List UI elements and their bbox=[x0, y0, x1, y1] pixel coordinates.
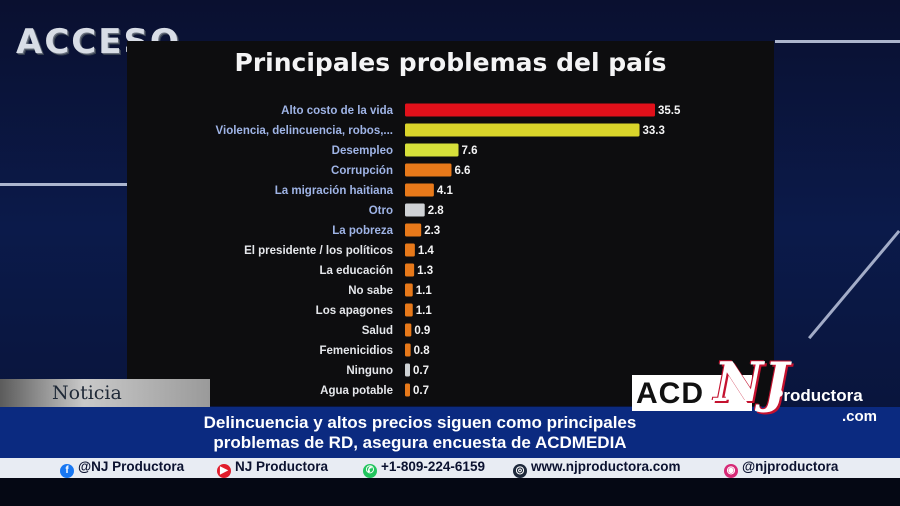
category-label: Los apagones bbox=[316, 305, 393, 317]
acd-logo-text: ACD bbox=[636, 377, 704, 410]
value-label: 0.8 bbox=[414, 345, 431, 357]
headline-bar: Delincuencia y altos precios siguen como… bbox=[0, 407, 900, 458]
value-label: 0.7 bbox=[413, 385, 429, 397]
bar bbox=[405, 223, 422, 237]
value-label: 1.1 bbox=[416, 285, 433, 297]
value-label: 1.3 bbox=[417, 265, 433, 277]
bar bbox=[405, 123, 640, 137]
nj-logo-mark: NJ bbox=[714, 350, 789, 414]
category-label: Violencia, delincuencia, robos,... bbox=[216, 125, 393, 137]
bar bbox=[405, 343, 411, 357]
value-label: 4.1 bbox=[437, 185, 454, 197]
chart-panel: Principales problemas del país Alto cost… bbox=[127, 41, 774, 406]
instagram-icon: ◉ bbox=[724, 464, 738, 478]
bar bbox=[405, 243, 415, 257]
category-label: Ninguno bbox=[346, 365, 393, 377]
social-text: @njproductora bbox=[742, 459, 839, 474]
value-label: 33.3 bbox=[643, 125, 665, 137]
value-label: 0.9 bbox=[414, 325, 430, 337]
bar bbox=[405, 283, 413, 297]
value-label: 0.7 bbox=[413, 365, 429, 377]
bar bbox=[405, 183, 434, 197]
bar bbox=[405, 303, 413, 317]
category-label: La pobreza bbox=[332, 225, 393, 237]
value-label: 1.1 bbox=[416, 305, 433, 317]
bar bbox=[405, 103, 655, 117]
headline-line-1: Delincuencia y altos precios siguen como… bbox=[203, 413, 637, 432]
bar bbox=[405, 143, 459, 157]
chart-title: Principales problemas del país bbox=[234, 48, 667, 77]
social-item: f @NJ Productora bbox=[60, 459, 184, 478]
section-tag: Noticia Nacional bbox=[0, 379, 210, 426]
headline-text: Delincuencia y altos precios siguen como… bbox=[150, 413, 690, 453]
social-text: +1-809-224-6159 bbox=[381, 459, 485, 474]
acd-logo-box: ACD bbox=[632, 375, 752, 411]
productora-text: Productora bbox=[772, 386, 863, 405]
nj-productora-logo: ACD NJ Productora .com bbox=[632, 350, 897, 426]
bar bbox=[405, 203, 425, 217]
globe-icon: ◎ bbox=[513, 464, 527, 478]
social-item: ◎ www.njproductora.com bbox=[513, 459, 681, 478]
youtube-icon: ▶ bbox=[217, 464, 231, 478]
category-label: Femenicidios bbox=[320, 345, 394, 357]
value-label: 2.3 bbox=[424, 225, 440, 237]
social-item: ▶ NJ Productora bbox=[217, 459, 328, 478]
value-label: 7.6 bbox=[462, 145, 478, 157]
value-label: 35.5 bbox=[658, 105, 681, 117]
category-label: Agua potable bbox=[320, 385, 393, 397]
whatsapp-icon: ✆ bbox=[363, 464, 377, 478]
category-label: Corrupción bbox=[331, 165, 393, 177]
bar bbox=[405, 363, 410, 377]
category-label: La educación bbox=[320, 265, 394, 277]
social-item: ✆ +1-809-224-6159 bbox=[363, 459, 485, 478]
bar-chart: Alto costo de la vida 35.5 Violencia, deli… bbox=[216, 103, 681, 397]
bar bbox=[405, 163, 452, 177]
domain-text: .com bbox=[842, 408, 878, 425]
category-label: Salud bbox=[362, 325, 393, 337]
category-label: No sabe bbox=[348, 285, 393, 297]
category-label: El presidente / los políticos bbox=[244, 245, 393, 257]
decorative-line-left bbox=[0, 183, 127, 186]
bar bbox=[405, 323, 412, 337]
category-label: Otro bbox=[369, 205, 393, 217]
bottom-strip bbox=[0, 478, 900, 506]
value-label: 6.6 bbox=[454, 165, 470, 177]
social-text: www.njproductora.com bbox=[531, 459, 681, 474]
social-text: @NJ Productora bbox=[78, 459, 185, 474]
category-label: Alto costo de la vida bbox=[281, 105, 393, 117]
value-label: 2.8 bbox=[428, 205, 445, 217]
value-label: 1.4 bbox=[418, 245, 435, 257]
category-label: La migración haitiana bbox=[275, 185, 394, 197]
social-bar: f @NJ Productora ▶ NJ Productora ✆ +1-809-224… bbox=[0, 458, 900, 478]
social-text: NJ Productora bbox=[235, 459, 329, 474]
bar bbox=[405, 383, 410, 397]
category-label: Desempleo bbox=[332, 145, 393, 157]
social-item: ◉ @njproductora bbox=[724, 459, 838, 478]
headline-line-2: problemas de RD, asegura encuesta de ACD… bbox=[213, 433, 627, 452]
facebook-icon: f bbox=[60, 464, 74, 478]
decorative-line-top bbox=[775, 40, 900, 43]
bar bbox=[405, 263, 415, 277]
